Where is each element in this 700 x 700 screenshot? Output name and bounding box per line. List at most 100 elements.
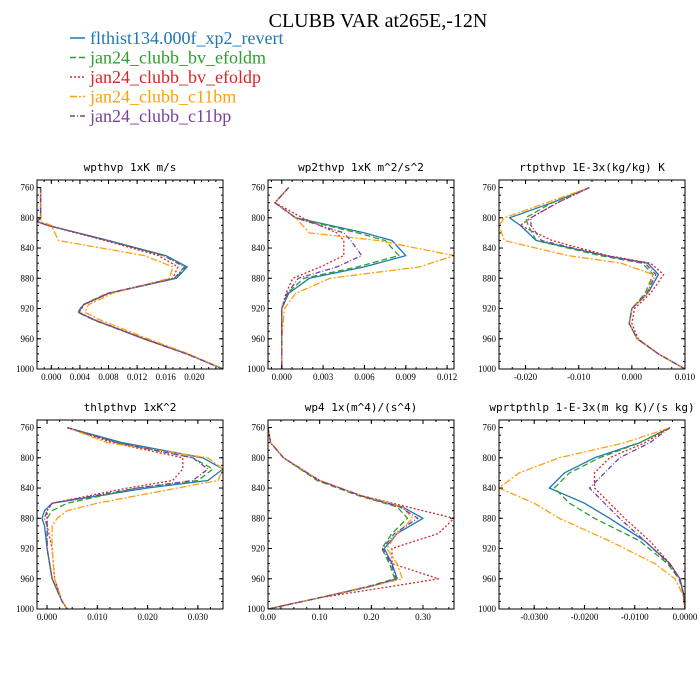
series-group xyxy=(268,427,454,609)
series-line xyxy=(274,187,363,369)
chart-panel: wpthvp 1xK m/s 760 800 840 880 920 960 1000 0.00… xyxy=(16,161,224,382)
y-tick-label: 840 xyxy=(252,243,266,253)
series-line xyxy=(274,187,454,369)
x-tick-label: 0.020 xyxy=(137,612,158,622)
series-line xyxy=(37,187,223,369)
y-tick-label: 840 xyxy=(252,483,266,493)
x-tick-label: 0.016 xyxy=(156,372,177,382)
series-line xyxy=(37,187,223,369)
y-tick-label: 880 xyxy=(483,513,497,523)
y-tick-label: 800 xyxy=(483,213,497,223)
chart-panel: thlpthvp 1xK^2 760 800 840 880 920 960 10000.00… xyxy=(16,401,224,622)
legend-entry: jan24_clubb_bv_efoldm xyxy=(70,48,266,68)
panel-title: wprtpthlp 1-E-3x(m kg K)/(s kg) xyxy=(489,401,694,414)
series-line xyxy=(51,426,223,609)
plot-frame xyxy=(36,419,224,610)
x-tick-label: 0.00 xyxy=(260,612,276,622)
x-tick-label: 0.20 xyxy=(363,612,379,622)
x-tick-label: 0.006 xyxy=(354,372,375,382)
plot-frame xyxy=(267,419,455,610)
panel-title: thlpthvp 1xK^2 xyxy=(84,401,177,414)
x-tick-label: 0.000 xyxy=(37,612,58,622)
x-tick-label: 0.003 xyxy=(313,372,334,382)
series-line xyxy=(508,186,685,369)
x-tick-label: 0.000 xyxy=(622,372,643,382)
series-group xyxy=(274,187,454,369)
legend-label: jan24_clubb_c11bp xyxy=(89,106,231,126)
series-line xyxy=(530,187,685,369)
y-tick-label: 920 xyxy=(483,544,497,554)
legend: flthist134.000f_xp2_revertjan24_clubb_bv… xyxy=(70,28,283,126)
y-tick-label: 760 xyxy=(252,423,266,433)
plot-frame xyxy=(267,179,455,370)
y-tick-label: 880 xyxy=(21,273,35,283)
y-tick-label: 760 xyxy=(483,423,497,433)
legend-label: flthist134.000f_xp2_revert xyxy=(90,28,283,48)
x-tick-label: -0.0200 xyxy=(571,612,599,622)
y-tick-label: 920 xyxy=(483,304,497,314)
y-tick-label: 760 xyxy=(483,183,497,193)
series-line xyxy=(41,426,223,609)
x-tick-label: 0.000 xyxy=(41,372,62,382)
x-tick-label: 0.10 xyxy=(312,612,328,622)
x-tick-label: -0.020 xyxy=(514,372,538,382)
x-tick-label: 0.010 xyxy=(87,612,108,622)
y-tick-label: 840 xyxy=(21,483,35,493)
series-line xyxy=(268,427,454,609)
legend-entry: jan24_clubb_c11bp xyxy=(70,106,231,126)
legend-entry: jan24_clubb_c11bm xyxy=(70,87,236,107)
chart-panel: wprtpthlp 1-E-3x(m kg K)/(s kg) 760 800 840… xyxy=(478,401,698,622)
y-tick-label: 960 xyxy=(21,574,35,584)
x-tick-label: 0.020 xyxy=(184,372,205,382)
y-tick-label: 960 xyxy=(483,574,497,584)
y-tick-label: 800 xyxy=(252,213,266,223)
y-tick-label: 880 xyxy=(21,513,35,523)
y-tick-label: 960 xyxy=(21,334,35,344)
series-line xyxy=(274,187,407,369)
plot-frame xyxy=(498,179,686,370)
x-tick-label: 0.004 xyxy=(70,372,91,382)
y-tick-label: 880 xyxy=(252,513,266,523)
y-tick-label: 1000 xyxy=(247,604,266,614)
y-tick-label: 920 xyxy=(252,304,266,314)
y-tick-label: 960 xyxy=(483,334,497,344)
legend-entry: jan24_clubb_bv_efoldp xyxy=(70,67,261,87)
y-tick-label: 760 xyxy=(21,423,35,433)
chart-panel: rtpthvp 1E-3x(kg/kg) K 760 800 840 880 920 960… xyxy=(478,161,696,382)
y-tick-label: 760 xyxy=(252,183,266,193)
x-tick-label: -0.0100 xyxy=(621,612,649,622)
chart-panel: wp2thvp 1xK m^2/s^2 760 800 840 880 920 960 100… xyxy=(247,161,457,382)
y-tick-label: 920 xyxy=(21,544,35,554)
plot-frame xyxy=(36,179,224,370)
y-tick-label: 920 xyxy=(252,544,266,554)
y-tick-label: 840 xyxy=(483,243,497,253)
y-tick-label: 880 xyxy=(252,273,266,283)
legend-entry: flthist134.000f_xp2_revert xyxy=(70,28,283,48)
series-line xyxy=(39,187,223,369)
y-tick-label: 1000 xyxy=(478,364,497,374)
legend-label: jan24_clubb_bv_efoldm xyxy=(89,48,266,68)
chart-panel: wp4 1x(m^4)/(s^4)76080084088092096010000… xyxy=(247,401,455,622)
y-tick-label: 880 xyxy=(483,273,497,283)
y-tick-label: 1000 xyxy=(247,364,266,374)
x-tick-label: 0.0000 xyxy=(673,612,698,622)
y-tick-label: 960 xyxy=(252,334,266,344)
series-line xyxy=(519,187,685,369)
series-line xyxy=(268,427,414,609)
y-tick-label: 1000 xyxy=(16,364,35,374)
series-line xyxy=(268,427,424,609)
y-tick-label: 800 xyxy=(21,213,35,223)
y-tick-label: 840 xyxy=(483,483,497,493)
x-tick-label: 0.000 xyxy=(272,372,293,382)
series-line xyxy=(37,187,223,369)
y-tick-label: 800 xyxy=(252,453,266,463)
y-tick-label: 960 xyxy=(252,574,266,584)
series-line xyxy=(499,186,685,369)
series-line xyxy=(274,187,400,369)
series-line xyxy=(268,427,419,609)
panel-grid: wpthvp 1xK m/s76080084088092096010000.00… xyxy=(16,161,698,622)
legend-label: jan24_clubb_c11bm xyxy=(89,87,236,107)
panel-title: wpthvp 1xK m/s xyxy=(84,161,177,174)
y-tick-label: 800 xyxy=(21,453,35,463)
